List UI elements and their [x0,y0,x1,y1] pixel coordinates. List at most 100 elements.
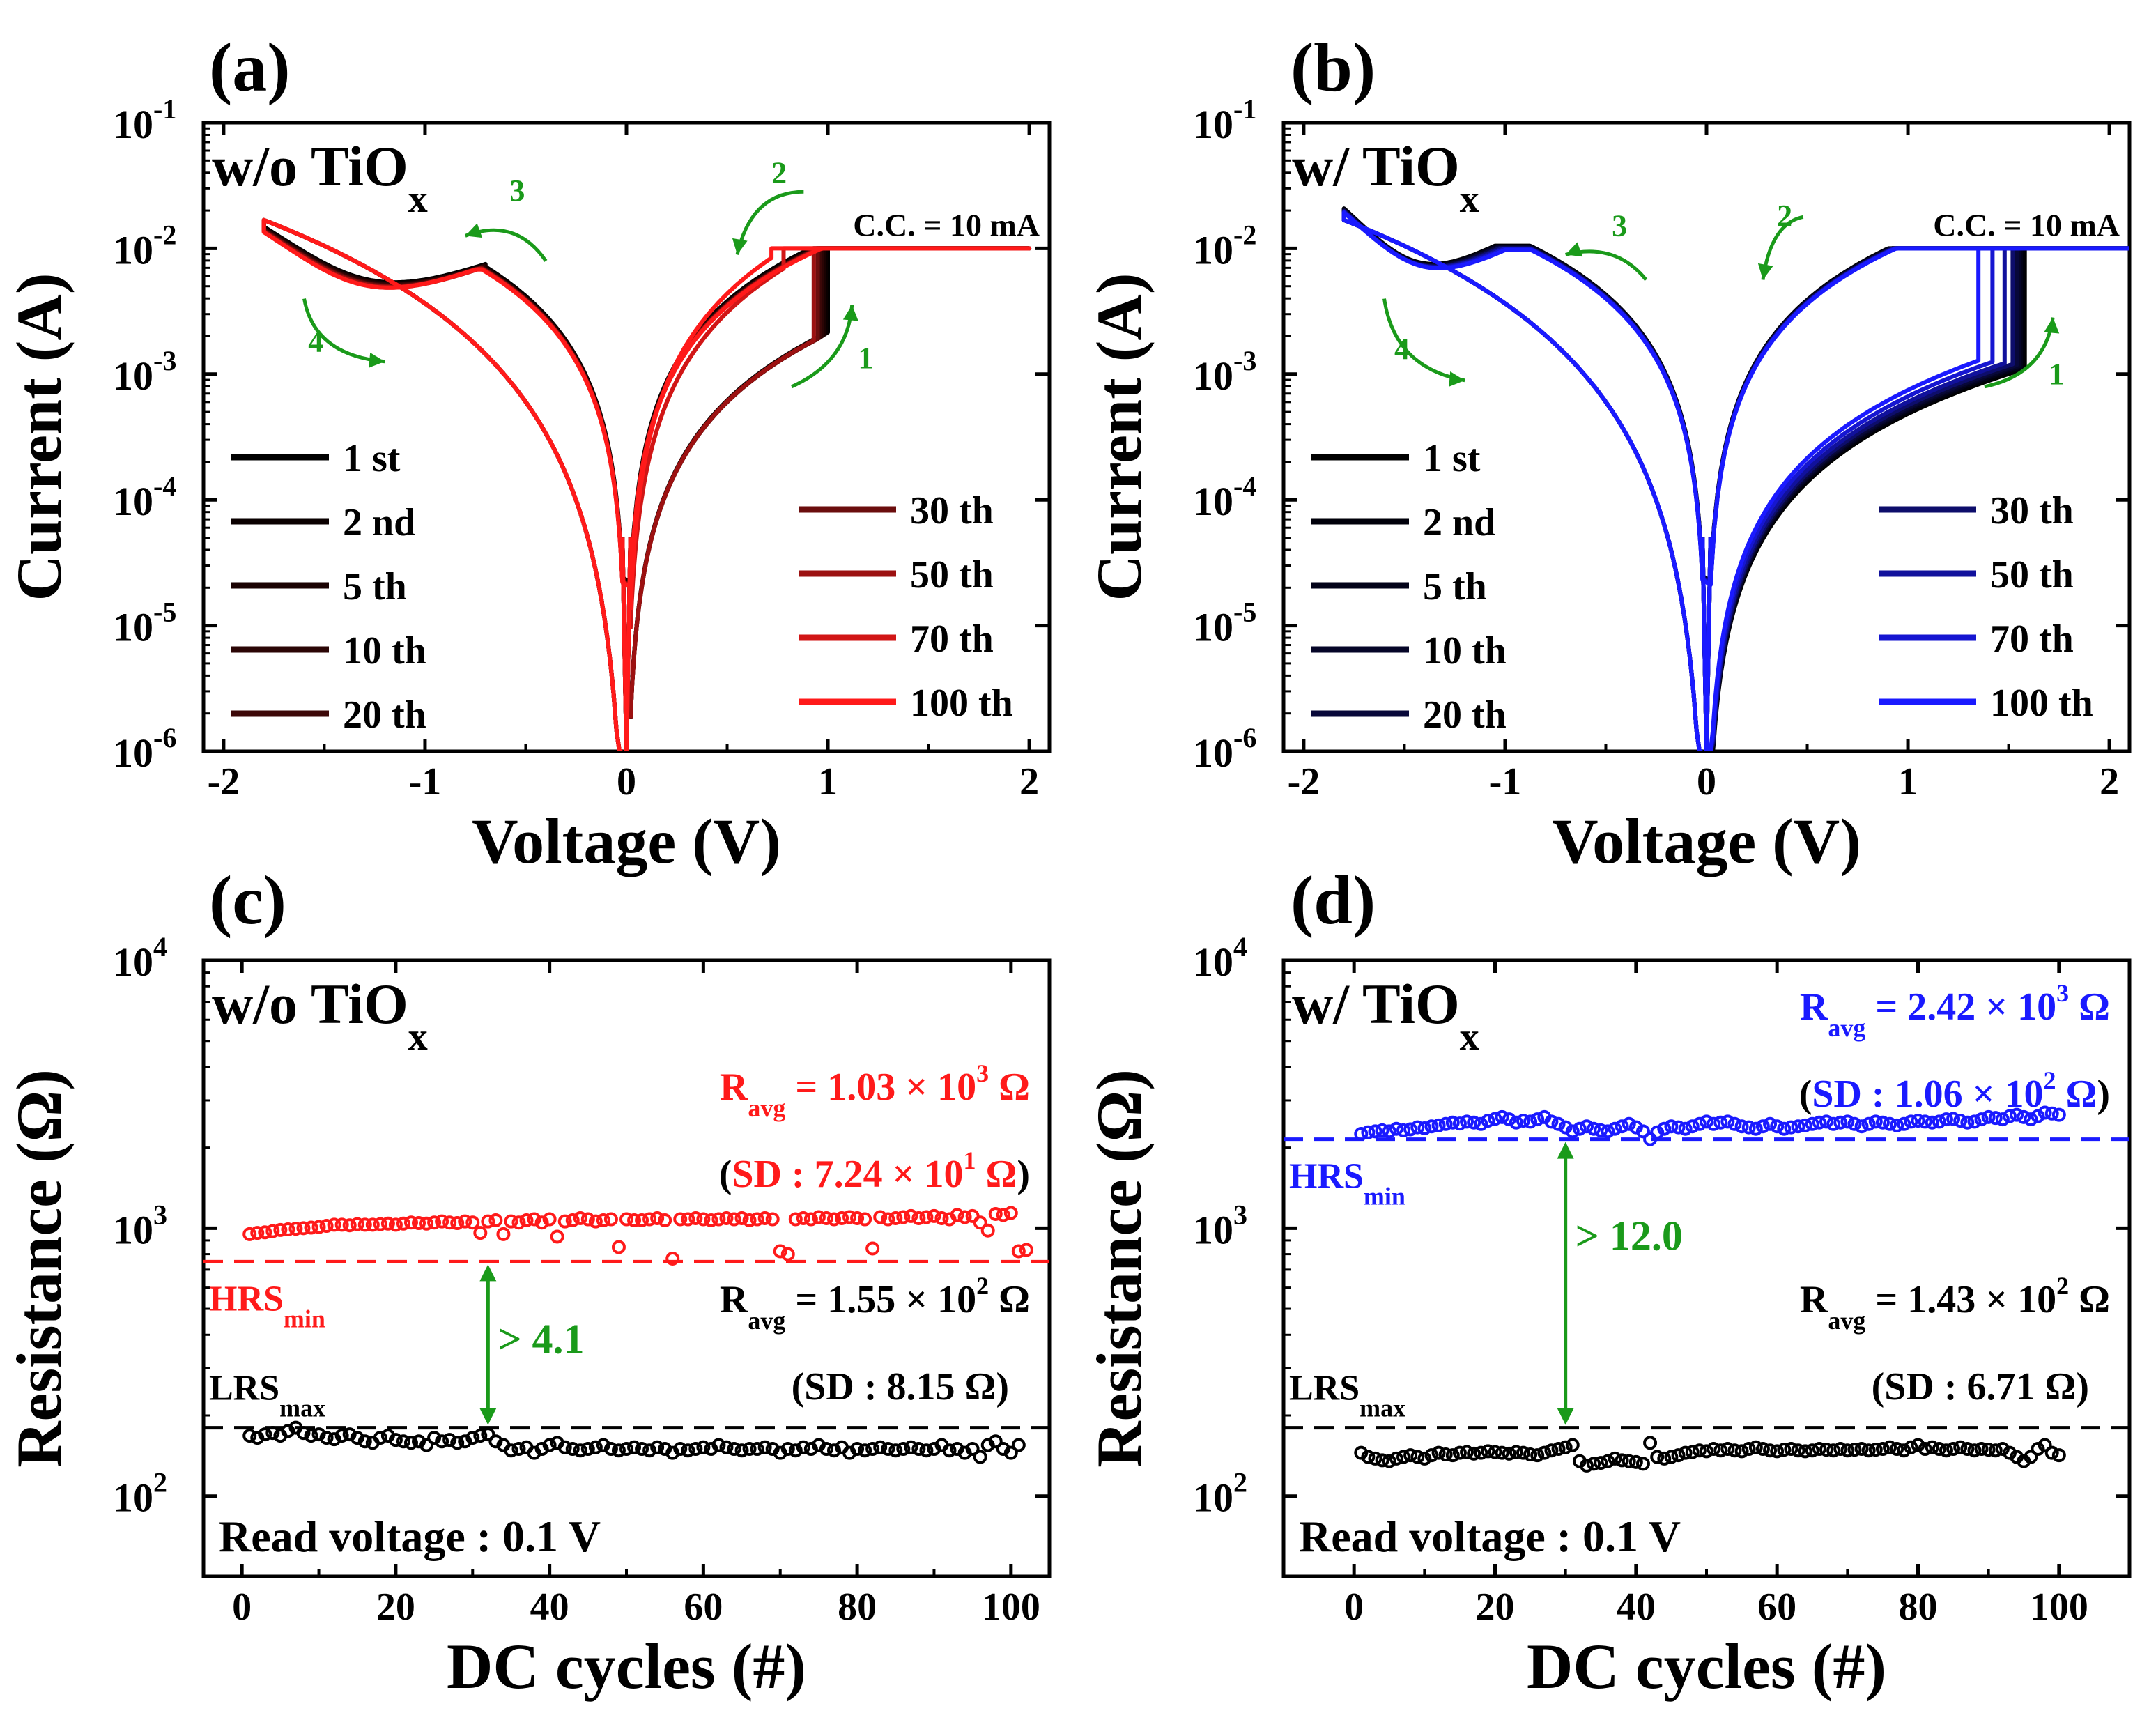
lrs-point [826,1443,841,1458]
sweep-arrow-2-head [732,238,748,255]
label-part: -4 [153,470,176,502]
x-tick-label: 0 [1697,760,1716,804]
x-tick-label: 60 [1757,1585,1796,1629]
lrs-point [342,1427,357,1442]
label-part: 10 [113,102,153,147]
lrs-point [1509,1445,1523,1459]
hrs-point [934,1211,949,1225]
sweep-arrow-2-head [1757,263,1773,280]
lrs-point [1868,1443,1883,1457]
x-tick-label: 100 [2030,1585,2088,1629]
label-part: 3 [1233,1199,1247,1230]
hrs-point [904,1208,918,1223]
hrs-point [311,1220,326,1234]
iv-curve-100th [261,217,1032,751]
hrs-point [1995,1112,2010,1127]
hrs-point [357,1217,372,1232]
x-tick-label: -1 [409,760,442,804]
hrs-point [996,1208,1010,1222]
y-tick-label: 10-5 [113,597,176,650]
y-tick-label: 103 [1193,1199,1247,1252]
label-part: 10 [113,730,153,776]
lrs-point [973,1450,987,1464]
y-tick-label: 104 [113,931,167,985]
y-tick-label: 10-2 [113,219,176,272]
hrs-point [1410,1120,1425,1135]
hrs-point [1396,1123,1410,1137]
lrs-point [388,1433,403,1447]
hrs-point [403,1215,418,1230]
lrs-point [1657,1451,1672,1466]
hrs-point [342,1218,357,1233]
hrs-point [304,1220,318,1235]
lrs-point [1530,1448,1545,1463]
lrs-point [696,1440,711,1454]
hrs-point [627,1213,642,1228]
label-part: = 1.55 × 10 [785,1278,976,1321]
hrs-point [1974,1112,1989,1127]
legend-label: 100 th [910,682,1013,725]
hrs-point [1544,1114,1559,1129]
lrs-point [904,1440,918,1454]
hrs-point [496,1227,511,1241]
label-part: 10 [113,227,153,272]
label-part: 10 [113,939,153,985]
y-tick-label: 103 [113,1199,167,1252]
hrs-point [1953,1114,1968,1128]
lrs-point [611,1443,626,1458]
lrs-point [850,1442,865,1457]
hrs-point [458,1214,472,1229]
lrs-point [1460,1445,1474,1459]
hrs-avg-stat: Ravg = 1.03 × 103 Ω [720,1059,1030,1122]
hrs-point [580,1212,595,1227]
hrs-point [980,1223,995,1238]
ratio-arrow-head [1557,1142,1574,1159]
x-tick-label: 20 [1476,1585,1515,1629]
hrs-min-label: HRSmin [209,1279,325,1332]
compliance-label: C.C. = 10 mA [1933,207,2120,243]
lrs-point [1692,1443,1707,1458]
lrs-point [511,1442,526,1457]
hrs-point [1988,1111,2003,1126]
lrs-point [1734,1444,1749,1459]
lrs-point [419,1438,434,1452]
hrs-point [765,1212,780,1227]
hrs-point [1700,1114,1713,1129]
hrs-point [1875,1115,1890,1130]
lrs-point [396,1434,410,1449]
hrs-point [642,1212,657,1227]
hrs-point [1389,1121,1403,1136]
read-voltage-label: Read voltage : 0.1 V [1299,1512,1681,1561]
hrs-point [258,1225,272,1240]
hrs-point [1445,1115,1460,1130]
lrs-point [1967,1443,1982,1458]
hrs-point [565,1213,580,1228]
hrs-point [1981,1109,1996,1124]
hrs-point [1516,1114,1530,1128]
lrs-point [1883,1440,1897,1454]
hrs-point [1608,1121,1622,1136]
hrs-point [1883,1116,1897,1131]
lrs-point [1431,1445,1446,1460]
y-tick-label: 104 [1193,931,1247,985]
lrs-point [1798,1444,1812,1459]
hrs-point [1939,1112,1953,1127]
label-part: ) [2097,1073,2110,1116]
lrs-sd-stat: (SD : 8.15 Ω) [792,1365,1009,1408]
hrs-point [1854,1119,1869,1134]
hrs-point [527,1212,541,1227]
label-part: 10 [1193,102,1233,147]
label-part: LRS [209,1369,279,1408]
legend-label: 30 th [1990,489,2074,532]
lrs-point [650,1440,665,1454]
hrs-point [973,1215,987,1230]
lrs-point [1784,1442,1798,1457]
lrs-point [1755,1442,1770,1457]
label-part: 10 [1193,227,1233,272]
hrs-point [481,1214,495,1229]
lrs-point [373,1431,387,1445]
legend-label: 2 nd [1423,501,1495,544]
lrs-point [742,1442,757,1457]
hrs-point [1805,1116,1819,1131]
